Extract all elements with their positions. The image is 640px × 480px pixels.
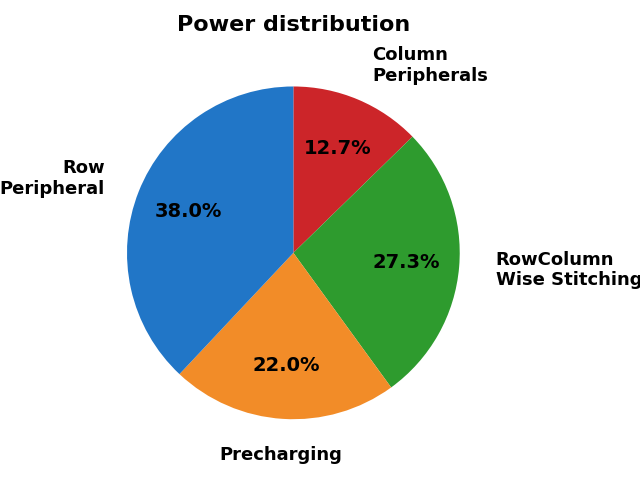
Text: 38.0%: 38.0%: [154, 202, 222, 221]
Text: Column
Peripherals: Column Peripherals: [372, 47, 488, 85]
Text: Precharging: Precharging: [219, 446, 342, 464]
Wedge shape: [127, 86, 293, 374]
Text: 22.0%: 22.0%: [253, 356, 320, 375]
Text: RowColumn
Wise Stitching: RowColumn Wise Stitching: [495, 251, 640, 289]
Text: 12.7%: 12.7%: [303, 139, 371, 158]
Wedge shape: [293, 137, 460, 387]
Title: Power distribution: Power distribution: [177, 15, 410, 35]
Wedge shape: [179, 253, 391, 419]
Text: Row
Peripheral: Row Peripheral: [0, 159, 105, 198]
Wedge shape: [293, 86, 412, 253]
Text: 27.3%: 27.3%: [372, 253, 440, 272]
